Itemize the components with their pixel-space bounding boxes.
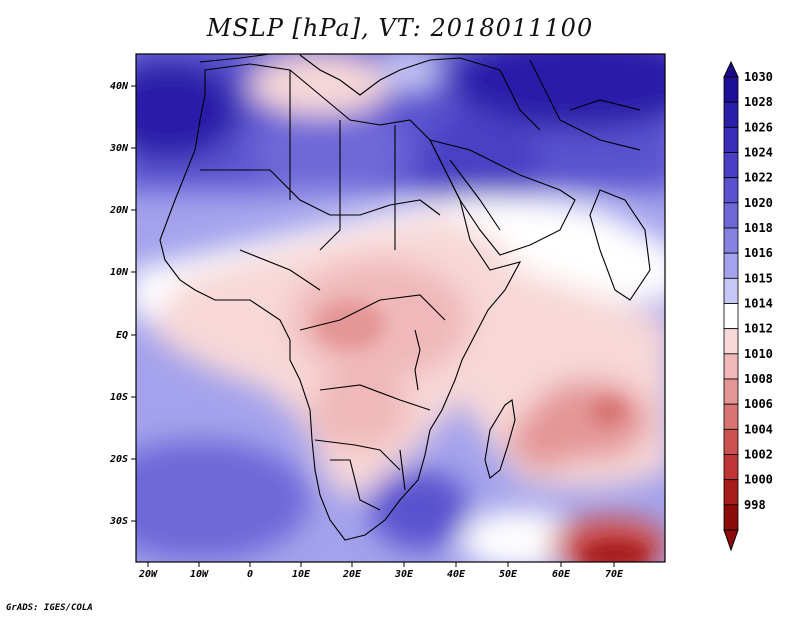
colorbar: 1030 1028 1026 1024 1022 1020 1018 1016 1015 1014… <box>723 60 773 552</box>
axis-ticks <box>131 85 615 567</box>
colorbar-swatch <box>723 252 739 279</box>
colorbar-swatch <box>723 277 739 304</box>
colorbar-label: 1018 <box>744 221 773 235</box>
lon-label: 60E <box>552 569 571 580</box>
colorbar-swatch <box>723 504 739 531</box>
colorbar-label: 1014 <box>744 297 773 311</box>
lat-label: 20S <box>109 454 128 465</box>
colorbar-swatch <box>723 126 739 153</box>
coastlines <box>159 54 651 541</box>
colorbar-min-arrow <box>723 529 739 552</box>
lon-label: 70E <box>605 569 624 580</box>
colorbar-swatch <box>723 479 739 506</box>
software-credit: GrADS: IGES/COLA <box>6 603 93 613</box>
lat-label: 30N <box>109 143 129 154</box>
colorbar-label: 1030 <box>744 70 773 84</box>
colorbar-label: 1016 <box>744 246 773 260</box>
map-title: MSLP [hPa], VT: 2018011100 <box>206 14 594 42</box>
colorbar-swatch <box>723 101 739 128</box>
pressure-field <box>136 54 665 562</box>
lat-label: 10S <box>110 392 128 403</box>
colorbar-label: 1000 <box>744 473 773 487</box>
lon-label: 20W <box>138 569 158 580</box>
longitude-labels: 20W 10W 0 10E 20E 30E 40E 50E 60E 70E <box>138 569 624 580</box>
colorbar-label: 1008 <box>744 372 773 386</box>
lon-label: 40E <box>447 569 466 580</box>
colorbar-label: 1002 <box>744 448 773 462</box>
colorbar-swatch <box>723 328 739 355</box>
plot-frame <box>135 53 666 563</box>
colorbar-swatch <box>723 227 739 254</box>
colorbar-label: 1024 <box>744 146 773 160</box>
colorbar-swatch <box>723 378 739 405</box>
lat-label: EQ <box>116 330 128 341</box>
colorbar-label: 1004 <box>744 422 773 436</box>
colorbar-swatch <box>723 177 739 204</box>
colorbar-label: 1010 <box>744 347 773 361</box>
lon-label: 20E <box>342 569 362 580</box>
colorbar-label: 1015 <box>744 271 773 285</box>
lat-label: 40N <box>110 81 129 92</box>
lat-label: 10N <box>110 267 129 278</box>
colorbar-label: 1028 <box>744 95 773 109</box>
colorbar-swatch <box>723 202 739 229</box>
colorbar-label: 1022 <box>744 171 773 185</box>
lon-label: 0 <box>247 569 253 580</box>
lon-label: 50E <box>499 569 518 580</box>
colorbar-label: 1012 <box>744 322 773 336</box>
latitude-labels: 40N 30N 20N 10N EQ 10S 20S 30S <box>109 81 129 527</box>
colorbar-label: 1020 <box>744 196 773 210</box>
colorbar-max-arrow <box>723 60 739 78</box>
colorbar-label: 1006 <box>744 397 773 411</box>
colorbar-label: 998 <box>744 498 766 512</box>
lon-label: 30E <box>394 569 414 580</box>
colorbar-swatch <box>723 454 739 481</box>
colorbar-swatch <box>723 403 739 430</box>
colorbar-swatch <box>723 303 739 330</box>
colorbar-swatch <box>723 428 739 455</box>
colorbar-swatch <box>723 152 739 179</box>
colorbar-swatch <box>723 76 739 103</box>
colorbar-label: 1026 <box>744 120 773 134</box>
lat-label: 30S <box>109 516 128 527</box>
lon-label: 10W <box>190 569 209 580</box>
lon-label: 10E <box>292 569 311 580</box>
colorbar-swatch <box>723 353 739 380</box>
lat-label: 20N <box>109 205 129 216</box>
